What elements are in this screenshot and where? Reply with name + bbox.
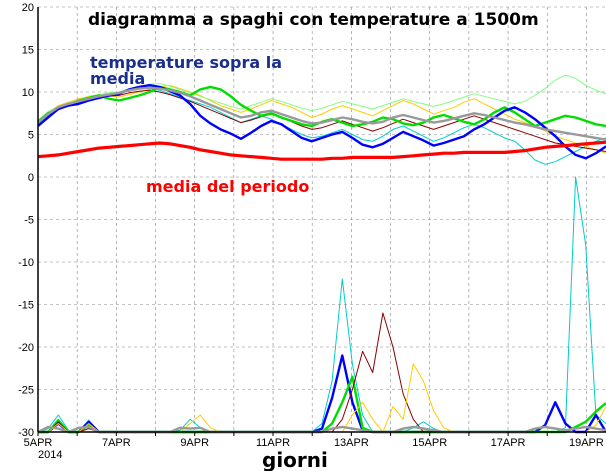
x-tick-label: 13APR <box>334 437 369 449</box>
above-mean-label: temperature sopra la media <box>90 53 288 88</box>
y-tick-label: -20 <box>18 342 34 354</box>
series-line <box>37 89 606 152</box>
y-tick-label: -10 <box>18 257 34 269</box>
mean-series-line <box>37 140 606 161</box>
chart-title: diagramma a spaghi con temperature a 150… <box>88 10 539 30</box>
x-tick-label: 15APR <box>412 437 447 449</box>
x-axis-label: giorni <box>262 448 328 471</box>
y-tick-label: 0 <box>28 172 34 184</box>
y-tick-label: 20 <box>22 2 34 14</box>
x-tick-label: 11APR <box>256 437 290 449</box>
low-series-line <box>38 312 606 433</box>
y-tick-label: 10 <box>22 87 34 99</box>
series-line <box>37 86 606 141</box>
x-tick-label: 7APR <box>102 437 131 449</box>
y-tick-label: -5 <box>24 215 34 227</box>
series-layer <box>37 74 606 434</box>
x-tick-label: 17APR <box>491 437 526 449</box>
x-year-label: 2014 <box>38 449 62 461</box>
x-tick-label: 9APR <box>180 437 209 449</box>
y-tick-label: -25 <box>18 385 34 397</box>
y-tick-label: -30 <box>18 427 34 439</box>
period-mean-label: media del periodo <box>146 177 309 196</box>
series-line <box>37 84 606 154</box>
low-series-line <box>38 354 606 434</box>
y-tick-label: 5 <box>28 130 34 142</box>
y-tick-label: -15 <box>18 300 34 312</box>
x-tick-label: 5APR <box>24 437 53 449</box>
chart-grid <box>37 6 606 433</box>
x-tick-label: 19APR <box>569 437 604 449</box>
y-tick-label: 15 <box>22 45 34 57</box>
